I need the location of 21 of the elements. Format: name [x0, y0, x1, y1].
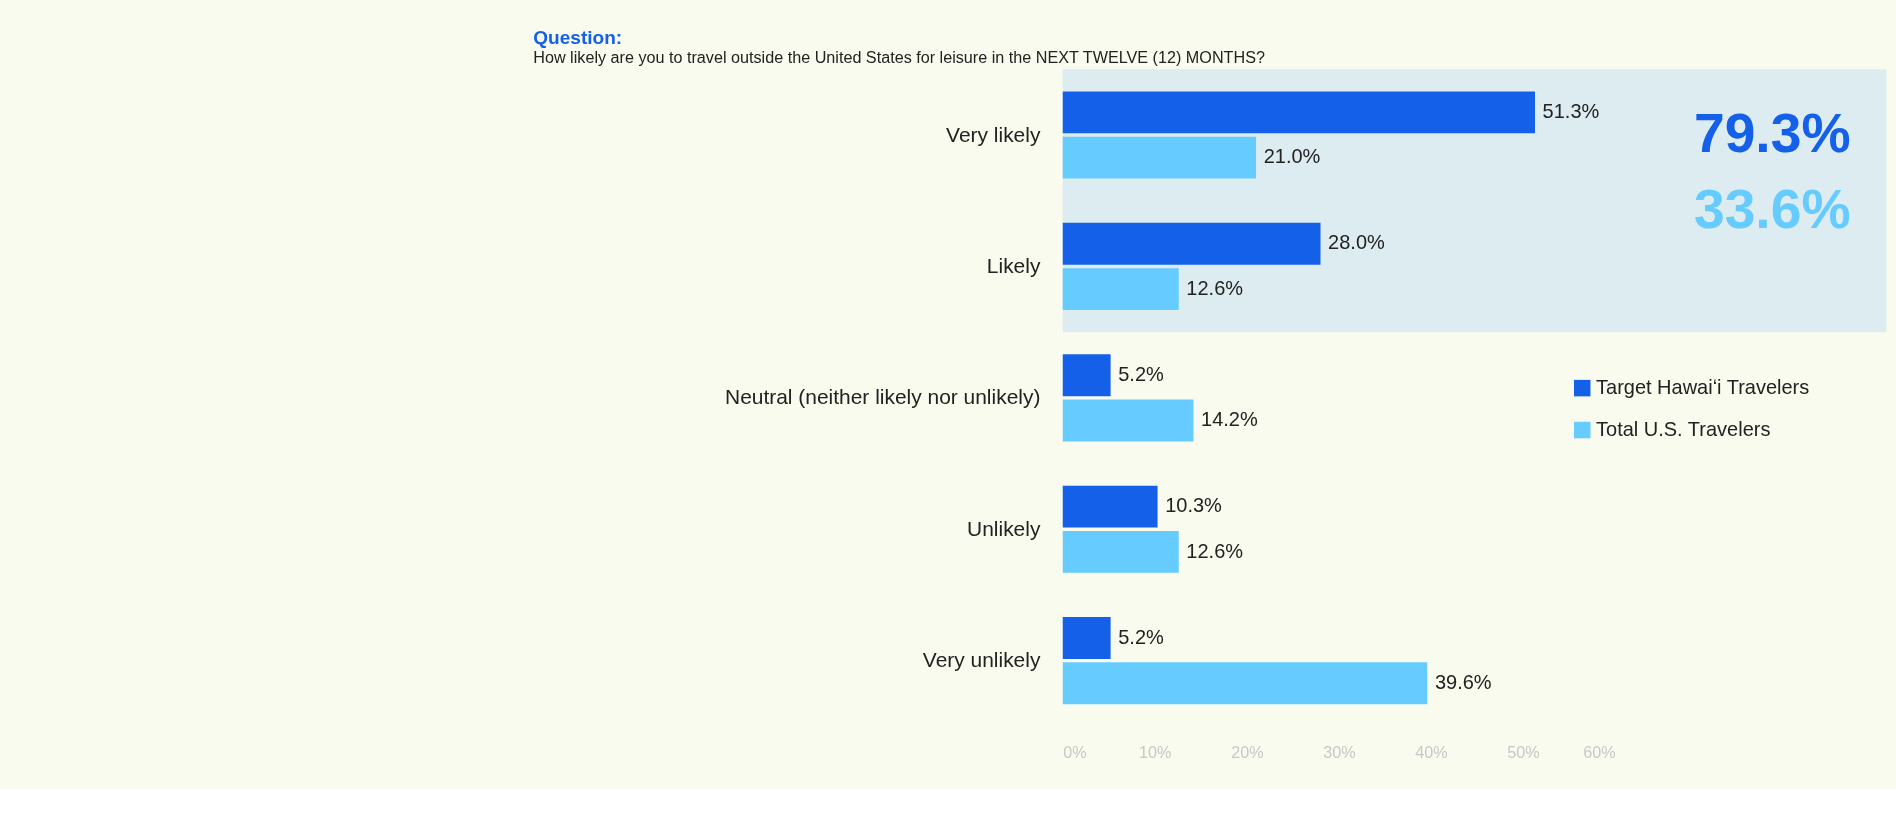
data-label: 5.2% [1118, 625, 1165, 648]
y-tick-label: Unlikely [967, 516, 1041, 540]
y-tick-label: Very unlikely [922, 648, 1041, 672]
y-tick-label: Likely [986, 254, 1041, 278]
legend-label: Target Hawaiʻi Travelers [1596, 375, 1810, 398]
data-label: 39.6% [1434, 671, 1492, 694]
data-label: 12.6% [1186, 276, 1244, 299]
data-label: 28.0% [1328, 231, 1386, 254]
y-tick-label: Neutral (neither likely nor unlikely) [725, 385, 1041, 409]
data-label: 51.3% [1542, 100, 1600, 123]
text: How likely are you to travel outside the United States for leisure in the NEXT TWELVE (12) MONTHS? [533, 47, 1265, 66]
data-label: 12.6% [1186, 539, 1244, 562]
data-label: 14.2% [1201, 408, 1258, 431]
data-label: 10.3% [1165, 494, 1223, 517]
data-label: 21.0% [1263, 145, 1321, 168]
legend-label: Total U.S. Travelers [1596, 417, 1771, 440]
text: Question: [533, 26, 623, 48]
text: 33.6% [1693, 178, 1851, 241]
y-tick-label: Very likely [946, 122, 1041, 146]
data-label: 5.2% [1118, 362, 1165, 385]
text: 79.3% [1693, 102, 1851, 165]
